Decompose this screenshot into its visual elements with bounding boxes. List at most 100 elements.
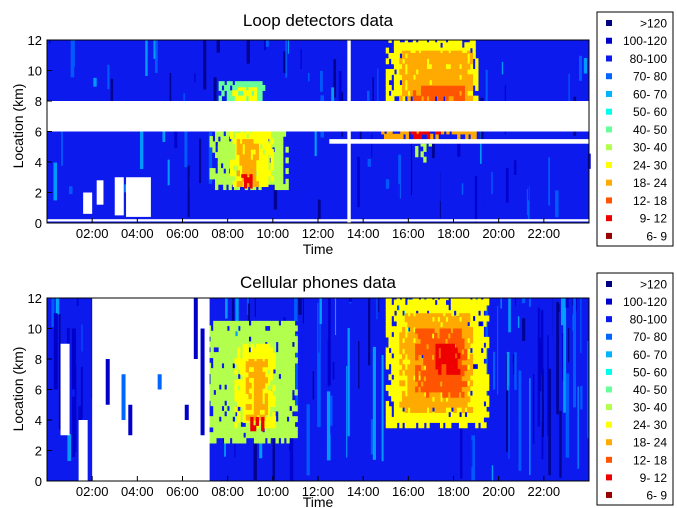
heatmap-cell	[269, 347, 273, 354]
heatmap-cell	[289, 378, 293, 385]
heatmap-cell	[236, 170, 241, 177]
heatmap-cell	[291, 346, 296, 353]
heatmap-cell	[278, 341, 282, 348]
heatmap-cell	[252, 159, 257, 166]
heatmap-streak	[347, 327, 350, 437]
heatmap-cell	[399, 58, 403, 65]
heatmap-streak	[363, 298, 366, 357]
heatmap-cell	[420, 95, 425, 102]
heatmap-cell	[455, 386, 460, 393]
heatmap-cell	[461, 63, 465, 70]
heatmap-cell	[410, 316, 414, 323]
heatmap-cell	[393, 368, 398, 375]
heatmap-cell	[215, 368, 220, 375]
heatmap-cell	[217, 141, 222, 148]
heatmap-cell	[232, 346, 236, 353]
heatmap-streak	[492, 351, 496, 390]
heatmap-cell	[221, 330, 225, 337]
heatmap-streak	[517, 316, 520, 328]
heatmap-cell	[453, 79, 457, 86]
legend-label: 9- 12	[640, 471, 668, 485]
heatmap-cell	[286, 341, 290, 348]
heatmap-cell	[472, 406, 476, 413]
heatmap-cell	[426, 396, 430, 403]
heatmap-cell	[266, 390, 271, 397]
heatmap-cell	[259, 387, 263, 394]
heatmap-cell	[256, 325, 260, 332]
heatmap-cell	[461, 326, 465, 333]
heatmap-cell	[215, 416, 220, 423]
heatmap-cell	[388, 358, 392, 365]
heatmap-cell	[213, 341, 217, 348]
heatmap-cell	[456, 85, 460, 91]
heatmap-cell	[407, 74, 411, 81]
heatmap-cell	[458, 328, 462, 334]
heatmap-cell	[239, 181, 243, 187]
heatmap-cell	[434, 316, 438, 323]
heatmap-streak	[107, 64, 110, 90]
heatmap-cell	[442, 298, 446, 301]
heatmap-cell	[388, 384, 392, 391]
heatmap-cell	[469, 326, 474, 333]
heatmap-streak	[145, 40, 148, 77]
heatmap-cell	[250, 411, 255, 418]
heatmap-cell	[250, 406, 255, 413]
heatmap-cell	[261, 382, 266, 389]
heatmap-cell	[450, 391, 454, 398]
heatmap-cell	[255, 420, 259, 426]
heatmap-cell	[437, 74, 441, 81]
heatmap-cell	[261, 352, 265, 359]
heatmap-cell	[434, 74, 438, 81]
heatmap-cell	[467, 347, 471, 354]
heatmap-cell	[480, 368, 484, 375]
heatmap-cell	[469, 332, 474, 339]
heatmap-cell	[266, 374, 271, 381]
heatmap-cell	[259, 403, 263, 410]
heatmap-cell	[418, 359, 422, 365]
heatmap-cell	[280, 416, 285, 423]
heatmap-cell	[429, 298, 433, 301]
heatmap-cell	[264, 347, 268, 354]
heatmap-cell	[239, 143, 243, 150]
heatmap-cell	[486, 379, 490, 386]
heatmap-cell	[267, 384, 271, 391]
heatmap-cell	[237, 87, 241, 91]
heatmap-cell	[453, 68, 457, 75]
heatmap-cell	[259, 131, 264, 134]
heatmap-cell	[456, 74, 460, 81]
heatmap-cell	[412, 411, 417, 418]
heatmap-cell	[447, 375, 451, 382]
heatmap-cell	[455, 375, 460, 382]
heatmap-cell	[396, 390, 400, 397]
heatmap-cell	[228, 152, 232, 159]
heatmap-cell	[278, 432, 282, 439]
heatmap-cell	[388, 298, 392, 301]
heatmap-cell	[417, 365, 422, 372]
heatmap-cell	[429, 391, 433, 397]
heatmap-cell	[467, 304, 471, 311]
heatmap-cell	[236, 184, 241, 191]
heatmap-cell	[410, 391, 414, 397]
heatmap-cell	[244, 170, 249, 177]
heatmap-cell	[236, 139, 241, 145]
heatmap-cell	[423, 313, 427, 317]
heatmap-cell	[455, 328, 460, 334]
heatmap-cell	[255, 154, 259, 161]
heatmap-cell	[270, 384, 274, 391]
heatmap-cell	[229, 405, 233, 412]
heatmap-cell	[264, 320, 269, 327]
heatmap-cell	[483, 395, 487, 402]
heatmap-cell	[453, 416, 457, 423]
heatmap-cell	[412, 40, 417, 43]
x-tick-label: 08:00	[211, 484, 244, 499]
heatmap-cell	[451, 358, 456, 365]
heatmap-cell	[447, 381, 451, 388]
heatmap-cell	[431, 349, 435, 356]
heatmap-cell	[218, 81, 222, 86]
heatmap-cell	[256, 347, 260, 354]
heatmap-cell	[448, 42, 452, 49]
heatmap-cell	[404, 58, 409, 65]
heatmap-cell	[256, 398, 260, 405]
heatmap-cell	[294, 432, 298, 439]
heatmap-streak	[580, 385, 583, 410]
